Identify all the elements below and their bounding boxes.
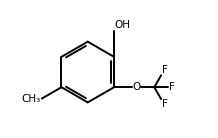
- Text: O: O: [133, 82, 141, 92]
- Text: CH₃: CH₃: [21, 94, 41, 104]
- Text: F: F: [169, 82, 175, 92]
- Text: OH: OH: [115, 20, 131, 30]
- Text: F: F: [162, 99, 168, 109]
- Text: F: F: [162, 65, 168, 75]
